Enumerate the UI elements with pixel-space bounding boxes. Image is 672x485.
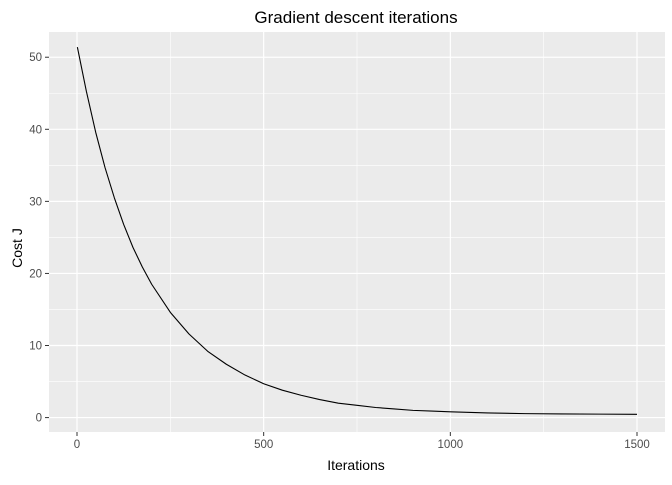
series-layer	[76, 47, 638, 415]
axis-ticks: 0 500 1000 1500 0 10 20 30 40 50	[29, 52, 650, 451]
grid-lines	[49, 32, 665, 432]
x-tick-label: 0	[74, 439, 80, 451]
y-tick-label: 0	[36, 413, 42, 425]
y-tick-label: 30	[29, 196, 42, 208]
x-tick-label: 500	[254, 439, 273, 451]
y-tick-label: 50	[29, 52, 42, 64]
y-tick-label: 20	[29, 268, 42, 280]
y-tick-label: 10	[29, 341, 42, 353]
y-tick-label: 40	[29, 124, 42, 136]
x-axis-title: Iterations	[327, 457, 385, 473]
x-tick-label: 1500	[624, 439, 650, 451]
chart-title: Gradient descent iterations	[254, 8, 457, 27]
y-axis-title: Cost J	[9, 228, 25, 268]
cost-series-line	[76, 47, 638, 415]
x-tick-label: 1000	[438, 439, 464, 451]
